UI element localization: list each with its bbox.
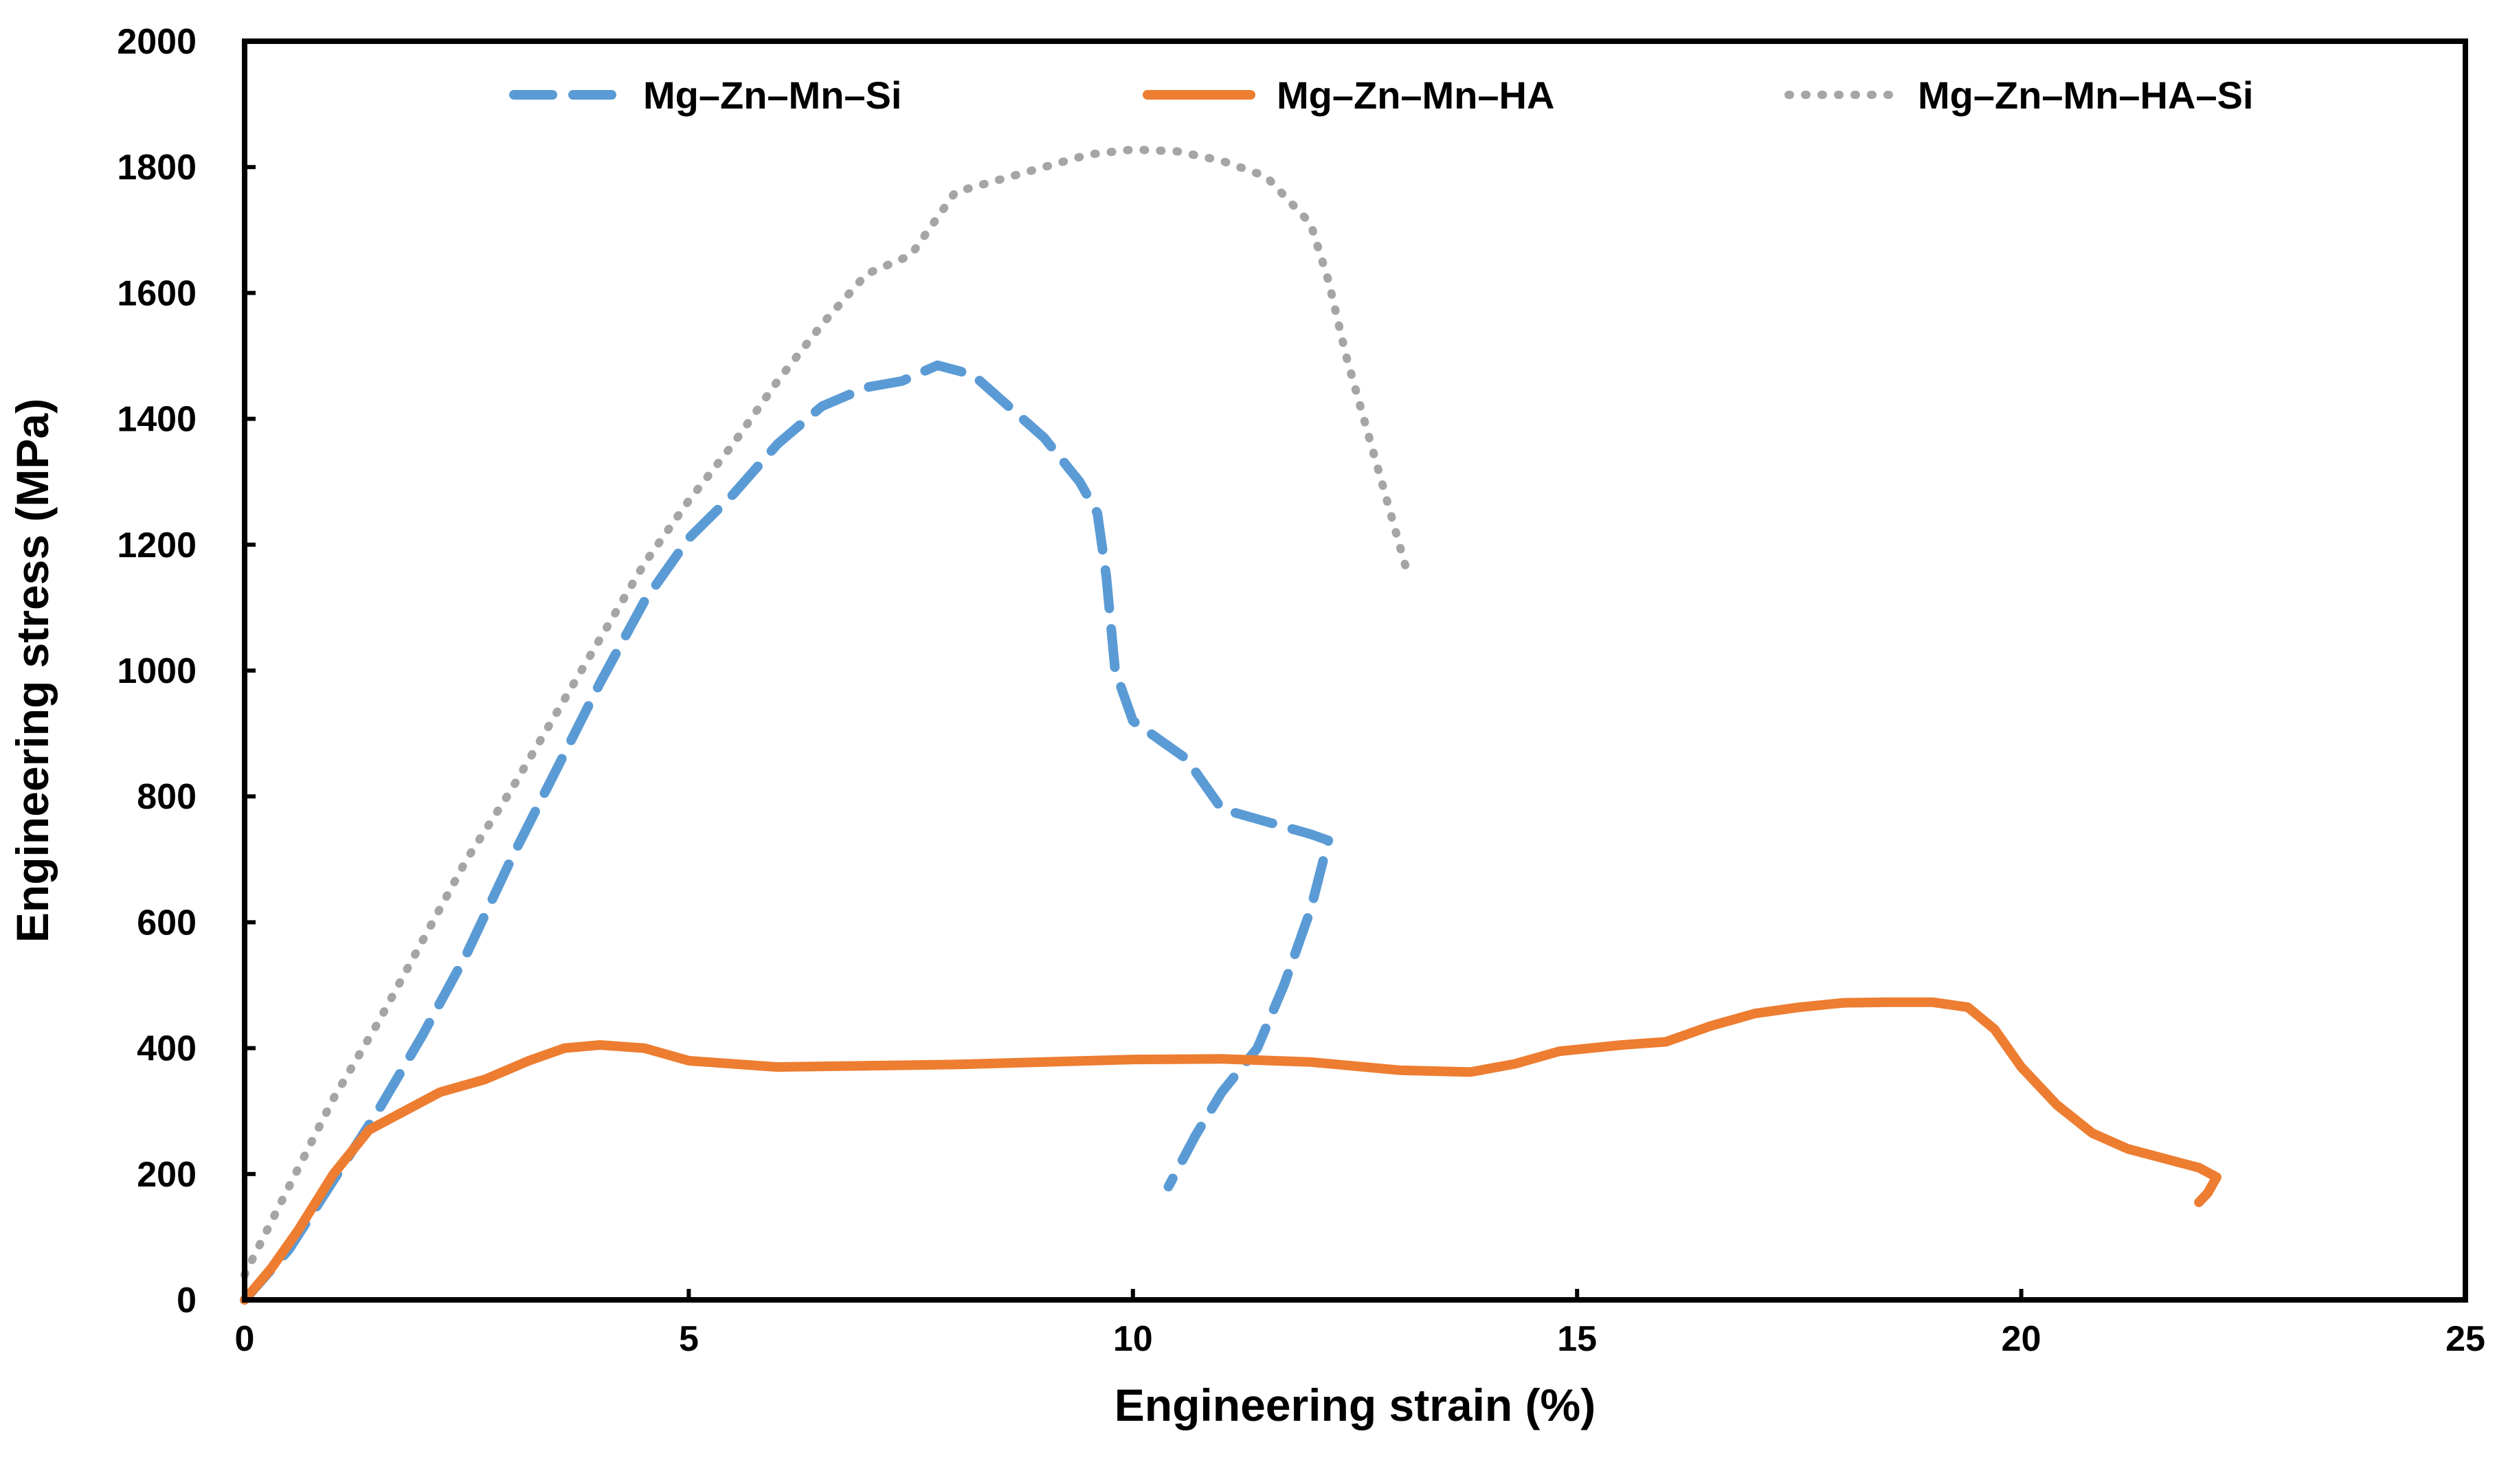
x-tick-label: 5 <box>679 1319 699 1359</box>
series-line-1 <box>240 360 1334 1305</box>
series-layer <box>240 145 2221 1305</box>
y-tick-label: 1600 <box>117 273 197 313</box>
y-tick-label: 400 <box>137 1029 197 1069</box>
x-tick-label: 0 <box>235 1319 255 1359</box>
y-tick-label: 1800 <box>117 148 197 188</box>
x-tick-label: 10 <box>1113 1319 1153 1359</box>
y-axis-title: Engineering stress (MPa) <box>7 398 58 943</box>
x-tick-label: 15 <box>1557 1319 1597 1359</box>
x-axis-title: Engineering strain (%) <box>1115 1380 1596 1430</box>
legend-label-1: Mg–Zn–Mn–Si <box>643 74 902 117</box>
y-tick-label: 0 <box>177 1281 197 1320</box>
y-tick-label: 600 <box>137 903 197 943</box>
y-tick-label: 1200 <box>117 526 197 565</box>
x-tick-label: 25 <box>2445 1319 2485 1359</box>
y-tick-label: 2000 <box>117 22 197 62</box>
y-tick-label: 1400 <box>117 400 197 440</box>
series-line-3 <box>240 145 1413 1279</box>
x-tick-label: 20 <box>2002 1319 2041 1359</box>
y-tick-label: 200 <box>137 1155 197 1195</box>
axis-ticks: 0 5 10 15 20 25 0 200 400 600 800 1000 1200 1400 1600 1… <box>117 22 2485 1359</box>
legend-label-3: Mg–Zn–Mn–HA–Si <box>1918 74 2254 117</box>
series-line-2 <box>240 997 2221 1305</box>
legend-label-2: Mg–Zn–Mn–HA <box>1277 74 1554 117</box>
y-tick-label: 1000 <box>117 651 197 691</box>
legend: Mg–Zn–Mn–Si Mg–Zn–Mn–HA Mg–Zn–Mn–HA–Si <box>509 74 2254 117</box>
y-tick-label: 800 <box>137 777 197 817</box>
